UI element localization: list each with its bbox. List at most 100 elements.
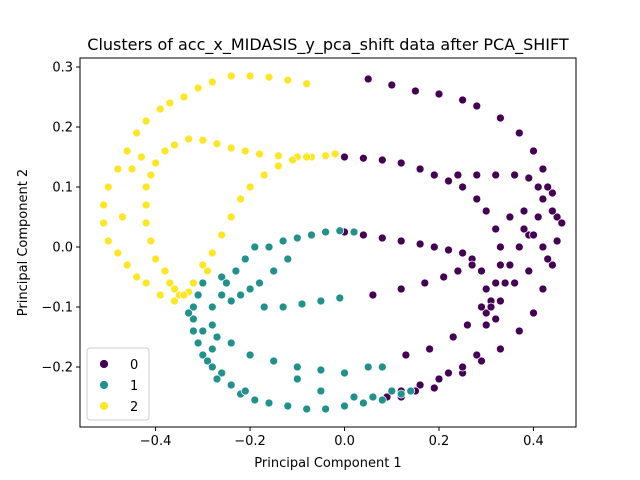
data-point — [207, 362, 217, 372]
y-axis-ticks: −0.2 −0.1 0.0 0.1 0.2 0.3 — [41, 61, 80, 376]
data-point — [519, 224, 529, 234]
data-point — [198, 260, 208, 270]
y-tick-label: 0.2 — [52, 121, 73, 136]
data-point — [415, 164, 425, 174]
data-point — [212, 139, 222, 149]
data-point — [429, 242, 439, 252]
data-point — [236, 290, 245, 300]
data-point — [278, 236, 288, 246]
data-point — [340, 152, 349, 162]
data-point — [283, 401, 293, 411]
x-tick-label: −0.4 — [140, 434, 172, 449]
data-point — [377, 233, 387, 243]
data-point — [226, 338, 236, 348]
data-point — [132, 128, 142, 138]
data-point — [463, 320, 472, 330]
data-point — [340, 401, 349, 411]
data-point — [543, 254, 553, 264]
data-point — [226, 380, 236, 390]
data-point — [401, 350, 411, 360]
data-point — [264, 242, 274, 252]
x-tick-label: 0.2 — [429, 434, 450, 449]
data-point — [458, 182, 467, 192]
data-point — [444, 245, 453, 255]
data-point — [274, 161, 283, 171]
legend-marker — [99, 401, 109, 411]
data-point — [396, 389, 406, 399]
data-point — [269, 356, 279, 366]
legend-label: 1 — [130, 379, 138, 394]
data-point — [496, 344, 505, 354]
data-point — [255, 149, 264, 159]
data-point — [240, 254, 250, 264]
data-point — [165, 98, 175, 108]
data-point — [217, 290, 227, 300]
data-point — [316, 296, 326, 306]
data-point — [472, 170, 482, 180]
data-point — [250, 395, 260, 405]
data-point — [189, 278, 198, 288]
points-layer — [99, 71, 567, 414]
data-point — [444, 176, 453, 186]
data-point — [316, 386, 326, 396]
data-point — [217, 368, 227, 378]
data-point — [307, 230, 316, 240]
data-point — [368, 392, 378, 402]
data-point — [377, 362, 387, 372]
data-point — [217, 272, 227, 282]
x-tick-label: 0.4 — [523, 434, 544, 449]
data-point — [434, 374, 444, 384]
data-point — [170, 140, 179, 150]
data-point — [283, 75, 293, 85]
data-point — [538, 284, 548, 294]
data-point — [207, 77, 217, 87]
data-point — [160, 146, 170, 156]
data-point — [193, 290, 203, 300]
data-point — [245, 71, 255, 81]
data-point — [340, 368, 349, 378]
data-point — [359, 153, 368, 163]
legend-label: 0 — [130, 358, 138, 373]
data-point — [472, 101, 482, 111]
data-point — [349, 392, 359, 402]
data-point — [231, 266, 241, 276]
data-point — [481, 206, 491, 216]
data-point — [189, 314, 198, 324]
data-point — [137, 152, 146, 162]
data-point — [496, 113, 505, 123]
data-point — [519, 206, 529, 216]
data-point — [444, 368, 453, 378]
data-point — [467, 260, 477, 270]
data-point — [302, 79, 312, 89]
data-point — [122, 260, 132, 270]
data-point — [212, 374, 222, 384]
data-point — [155, 290, 165, 300]
legend-label: 2 — [130, 400, 138, 415]
data-point — [99, 218, 108, 228]
data-point — [146, 170, 156, 180]
data-point — [491, 278, 501, 288]
data-point — [529, 308, 538, 318]
y-tick-label: −0.2 — [41, 361, 73, 376]
data-point — [184, 308, 193, 318]
data-point — [250, 242, 260, 252]
data-point — [283, 254, 293, 264]
y-tick-label: 0.3 — [52, 61, 73, 76]
data-point — [415, 239, 425, 249]
data-point — [411, 86, 420, 96]
data-point — [240, 146, 250, 156]
data-point — [415, 380, 425, 390]
data-point — [472, 350, 482, 360]
data-point — [269, 266, 279, 276]
data-point — [259, 170, 269, 180]
data-point — [321, 151, 330, 161]
data-point — [387, 386, 397, 396]
data-point — [292, 374, 302, 384]
data-point — [141, 116, 151, 126]
data-point — [496, 260, 505, 270]
data-point — [141, 278, 151, 288]
data-point — [264, 398, 274, 408]
data-point — [496, 296, 505, 306]
data-point — [170, 296, 179, 306]
data-point — [217, 230, 227, 240]
